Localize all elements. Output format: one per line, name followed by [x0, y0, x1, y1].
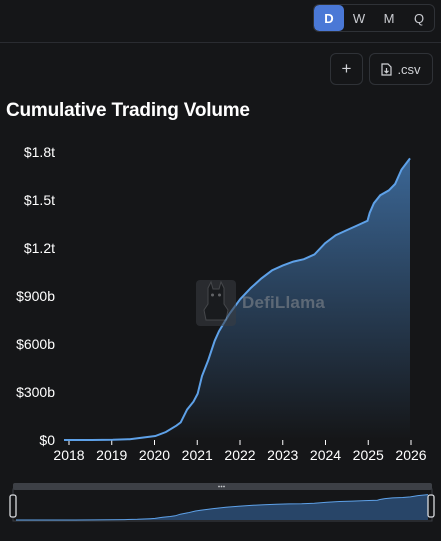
csv-button-label: .csv	[397, 61, 421, 77]
y-tick-label: $0	[39, 432, 55, 448]
chart-title: Cumulative Trading Volume	[6, 100, 250, 121]
period-button-w[interactable]: W	[352, 10, 366, 26]
defillama-watermark: DefiLlama	[196, 280, 325, 326]
brush-handle-left[interactable]	[9, 494, 17, 518]
brush-mini-line	[16, 494, 429, 521]
brush-handle-right[interactable]	[427, 494, 435, 518]
cumulative-volume-chart: $0 $300b $600b $900b $1.2t $1.5t $1.8t 2018 201…	[16, 144, 427, 463]
llama-logo-icon	[196, 280, 236, 326]
x-tick-label: 2021	[182, 447, 213, 463]
y-tick-label: $1.5t	[24, 192, 55, 208]
csv-download-button[interactable]: .csv	[369, 53, 433, 85]
y-tick-label: $300b	[16, 384, 55, 400]
x-tick-label: 2026	[395, 447, 426, 463]
brush-mini-area	[16, 494, 428, 520]
add-button[interactable]: +	[330, 53, 363, 85]
x-tick-label: 2025	[353, 447, 384, 463]
range-brush[interactable]	[0, 480, 441, 525]
y-tick-label: $900b	[16, 288, 55, 304]
x-tick-label: 2019	[96, 447, 127, 463]
x-tick-label: 2018	[53, 447, 84, 463]
y-tick-label: $600b	[16, 336, 55, 352]
x-tick-label: 2023	[267, 447, 298, 463]
top-bar: D W M Q	[0, 0, 441, 43]
x-tick-label: 2024	[310, 447, 341, 463]
volume-line	[64, 157, 411, 441]
period-button-m[interactable]: M	[383, 10, 395, 26]
brush-selection-bar[interactable]	[13, 483, 432, 490]
period-selector: D W M Q	[313, 4, 435, 32]
x-tick-label: 2020	[139, 447, 170, 463]
download-file-icon	[381, 62, 393, 76]
watermark-text: DefiLlama	[242, 293, 326, 312]
period-button-q[interactable]: Q	[413, 10, 425, 26]
y-tick-label: $1.8t	[24, 144, 55, 160]
volume-area	[64, 158, 410, 440]
brush-grip-icon	[218, 485, 225, 488]
period-button-d[interactable]: D	[314, 5, 344, 31]
y-tick-label: $1.2t	[24, 240, 55, 256]
x-tick-label: 2022	[224, 447, 255, 463]
